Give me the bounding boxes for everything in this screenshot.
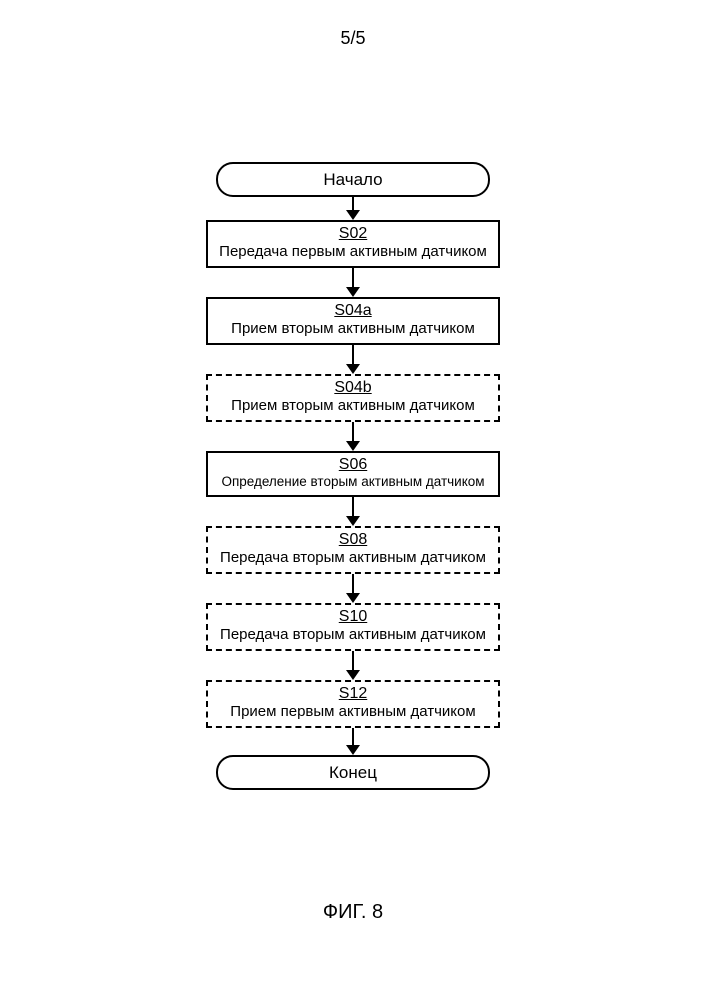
step-text: Передача вторым активным датчиком <box>220 549 486 567</box>
step-code: S06 <box>339 456 367 474</box>
terminal-end: Конец <box>216 755 490 790</box>
process-s12: S12Прием первым активным датчиком <box>206 680 500 728</box>
step-code: S12 <box>339 685 367 703</box>
process-s02: S02Передача первым активным датчиком <box>206 220 500 268</box>
step-text: Прием вторым активным датчиком <box>231 397 475 415</box>
step-text: Прием первым активным датчиком <box>230 703 475 721</box>
flowchart: Начало S02Передача первым активным датчик… <box>206 162 500 790</box>
step-code: S04b <box>334 379 371 397</box>
step-code: S10 <box>339 608 367 626</box>
step-code: S04a <box>334 302 371 320</box>
process-s10: S10Передача вторым активным датчиком <box>206 603 500 651</box>
step-text: Прием вторым активным датчиком <box>231 320 475 338</box>
process-s06: S06Определение вторым активным датчиком <box>206 451 500 497</box>
arrow <box>346 574 360 603</box>
figure-label: ФИГ. 8 <box>0 901 706 924</box>
arrow <box>346 497 360 526</box>
arrow <box>346 422 360 451</box>
page-number: 5/5 <box>0 28 706 49</box>
process-s04a: S04aПрием вторым активным датчиком <box>206 297 500 345</box>
arrow <box>346 651 360 680</box>
step-code: S08 <box>339 531 367 549</box>
process-s08: S08Передача вторым активным датчиком <box>206 526 500 574</box>
arrow <box>346 345 360 374</box>
arrow <box>346 197 360 220</box>
terminal-start: Начало <box>216 162 490 197</box>
step-code: S02 <box>339 225 367 243</box>
arrow <box>346 268 360 297</box>
step-text: Определение вторым активным датчиком <box>221 474 484 490</box>
step-text: Передача вторым активным датчиком <box>220 626 486 644</box>
process-s04b: S04bПрием вторым активным датчиком <box>206 374 500 422</box>
step-text: Передача первым активным датчиком <box>219 243 487 261</box>
arrow <box>346 728 360 755</box>
